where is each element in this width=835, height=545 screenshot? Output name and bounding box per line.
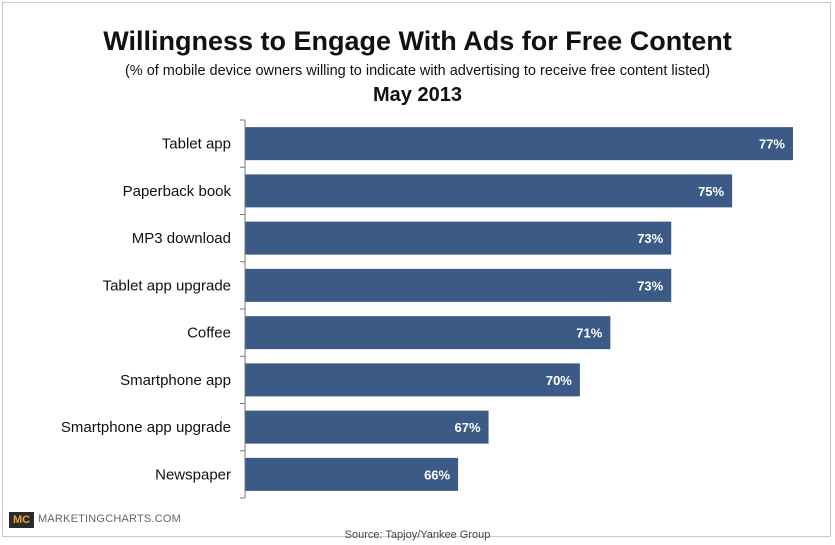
value-label: 71% [576,326,602,341]
bar-1 [245,174,733,208]
bar-5 [245,363,580,397]
category-label: Paperback book [123,183,232,200]
category-label: Smartphone app upgrade [61,419,231,436]
value-label: 73% [637,278,663,293]
value-label: 73% [637,231,663,246]
bar-2 [245,221,672,255]
bar-7 [245,457,459,491]
bar-6 [245,410,489,444]
bar-4 [245,316,611,350]
value-label: 67% [455,420,481,435]
category-label: Tablet app [162,136,231,153]
brand-text: MARKETINGCHARTS.COM [38,513,181,525]
chart-date: May 2013 [373,84,462,106]
category-label: Newspaper [155,466,231,483]
category-label: Smartphone app [120,372,231,389]
bar-3 [245,268,672,302]
bar-0 [245,127,793,161]
chart-subtitle: (% of mobile device owners willing to in… [124,63,711,79]
category-label: MP3 download [132,230,231,247]
category-label: Coffee [187,325,231,342]
source-note: Source: Tapjoy/Yankee Group [344,529,491,541]
value-label: 75% [698,184,724,199]
value-label: 66% [424,467,450,482]
chart-title: Willingness to Engage With Ads for Free … [103,26,732,56]
category-label: Tablet app upgrade [103,277,231,294]
value-label: 77% [759,137,785,152]
marketingcharts-logo: MC [9,512,34,528]
value-label: 70% [546,373,572,388]
